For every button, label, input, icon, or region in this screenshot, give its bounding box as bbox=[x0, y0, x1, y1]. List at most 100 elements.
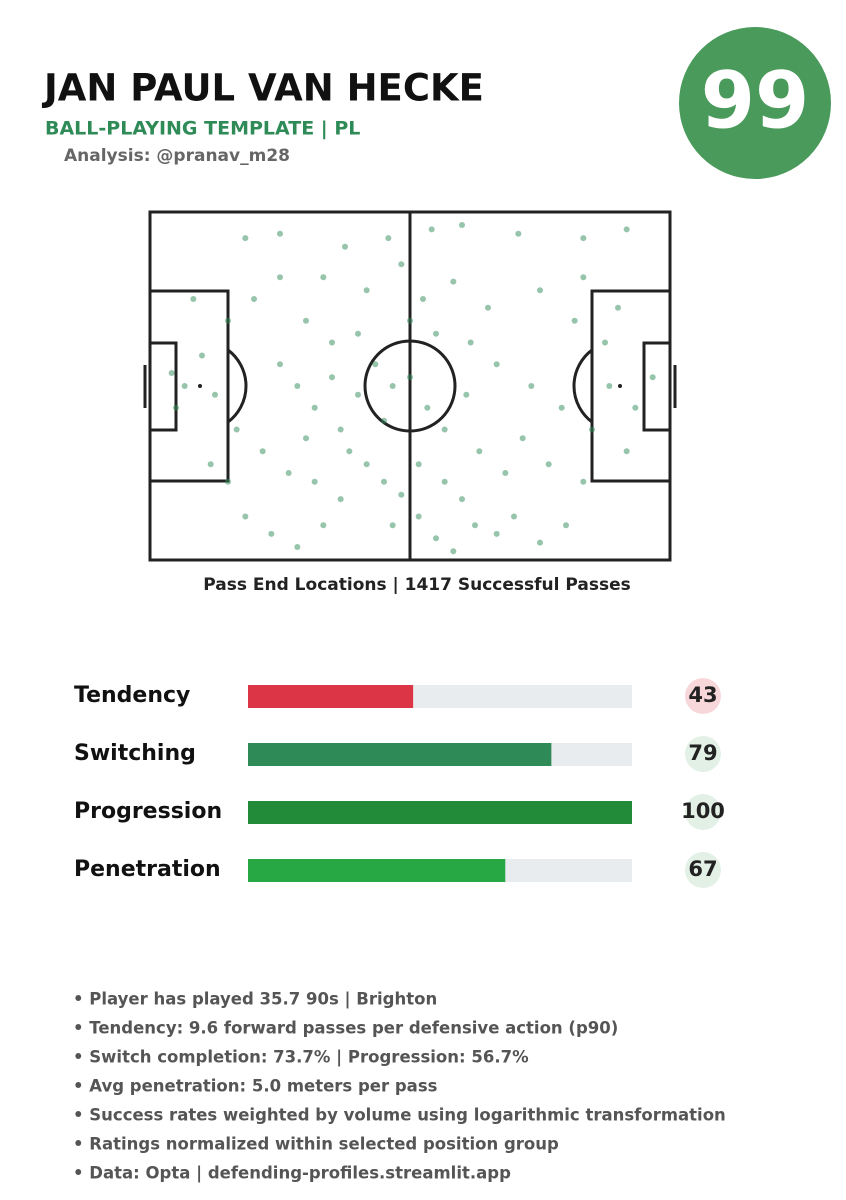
rating-label: Switching bbox=[74, 741, 196, 766]
rating-label: Penetration bbox=[74, 857, 221, 882]
note: • Tendency: 9.6 forward passes per defen… bbox=[73, 1019, 618, 1038]
bar bbox=[248, 801, 632, 824]
pass-dot bbox=[589, 426, 595, 433]
pass-dot bbox=[441, 426, 448, 433]
pass-dot bbox=[415, 461, 422, 468]
pass-dot bbox=[337, 426, 344, 433]
pass-dot bbox=[502, 470, 509, 476]
pass-dot bbox=[433, 535, 439, 542]
pass-dot bbox=[268, 530, 275, 537]
pass-dot bbox=[207, 461, 214, 468]
rating: 99 bbox=[701, 56, 810, 146]
pass-dot bbox=[363, 461, 370, 468]
pass-dot bbox=[320, 274, 327, 281]
pass-dot bbox=[385, 235, 392, 242]
pass-dot bbox=[181, 383, 188, 389]
badge bbox=[685, 794, 721, 830]
badge bbox=[685, 736, 721, 772]
pass-dot bbox=[515, 230, 522, 237]
pass-dot bbox=[242, 235, 249, 242]
pass-dot bbox=[251, 296, 257, 302]
bar bbox=[248, 685, 414, 708]
pitch bbox=[143, 210, 677, 562]
pass-dot bbox=[342, 243, 348, 250]
pass-dot bbox=[355, 330, 361, 337]
pass-dot bbox=[225, 478, 231, 485]
pass-dot bbox=[389, 522, 396, 529]
pass-dot bbox=[398, 261, 405, 268]
pass-dot bbox=[485, 304, 491, 311]
pass-dot bbox=[277, 361, 283, 368]
pass-dot bbox=[537, 287, 543, 294]
badge bbox=[685, 852, 721, 888]
pass-dot bbox=[277, 274, 283, 281]
note: • Ratings normalized within selected pos… bbox=[73, 1135, 559, 1154]
pass-dot bbox=[372, 361, 379, 368]
pass-dot bbox=[168, 369, 175, 376]
pass-dot bbox=[329, 339, 335, 346]
pass-dot bbox=[571, 317, 578, 324]
pass-dot bbox=[602, 339, 608, 346]
pass-dot bbox=[511, 513, 517, 520]
pass-dot bbox=[493, 361, 500, 368]
pass-dot bbox=[346, 448, 353, 455]
rating-value: 43 bbox=[688, 683, 717, 707]
pass-dot bbox=[472, 522, 478, 529]
pass-dot bbox=[389, 383, 396, 389]
rating-value: 100 bbox=[681, 799, 725, 823]
pass-dot bbox=[311, 478, 318, 485]
rating-circle bbox=[679, 27, 831, 179]
pass-dot bbox=[476, 448, 483, 455]
credit: Analysis: @pranav_m28 bbox=[64, 146, 290, 166]
pass-dot bbox=[493, 530, 500, 537]
note: • Success rates weighted by volume using… bbox=[73, 1106, 726, 1125]
pass-dot bbox=[363, 287, 370, 294]
badge bbox=[685, 678, 721, 714]
player-name: JAN PAUL VAN HECKE bbox=[41, 67, 484, 110]
pass-dot bbox=[407, 374, 413, 381]
pass-dot bbox=[329, 374, 335, 381]
pass-dot bbox=[190, 296, 197, 302]
pass-dot bbox=[199, 352, 205, 359]
pass-dot bbox=[580, 274, 587, 281]
note: • Avg penetration: 5.0 meters per pass bbox=[73, 1077, 438, 1096]
pass-dot bbox=[623, 448, 630, 455]
pass-dot bbox=[428, 226, 435, 233]
pass-dot bbox=[212, 391, 218, 398]
pass-dot bbox=[450, 278, 457, 285]
bar bbox=[248, 859, 506, 882]
pass-dot bbox=[519, 435, 526, 442]
pass-dot bbox=[459, 222, 465, 229]
pass-dot bbox=[420, 296, 426, 302]
pass-dot bbox=[311, 404, 318, 411]
pitch-caption: Pass End Locations | 1417 Successful Pas… bbox=[203, 575, 631, 595]
note: • Switch completion: 73.7% | Progression… bbox=[73, 1048, 529, 1068]
pass-dot bbox=[459, 496, 465, 503]
note: • Data: Opta | defending-profiles.stream… bbox=[73, 1164, 511, 1184]
pass-dot bbox=[320, 522, 327, 529]
pass-dot bbox=[649, 374, 656, 381]
pass-dot bbox=[233, 426, 240, 433]
pass-dot bbox=[242, 513, 249, 520]
pass-dot bbox=[463, 391, 470, 398]
template: BALL-PLAYING TEMPLATE | PL bbox=[45, 118, 360, 140]
pass-dot bbox=[355, 391, 361, 398]
rating-value: 79 bbox=[688, 741, 717, 765]
pass-dot bbox=[381, 417, 387, 424]
rating-label: Tendency bbox=[74, 683, 190, 708]
pass-dot bbox=[407, 317, 413, 324]
pass-dot bbox=[623, 226, 630, 233]
pass-dot bbox=[415, 513, 422, 520]
pass-dot bbox=[558, 404, 565, 411]
pass-dot bbox=[381, 478, 387, 485]
pass-dot bbox=[173, 404, 179, 411]
pass-dot bbox=[294, 383, 301, 389]
pass-dot bbox=[225, 317, 231, 324]
pass-dot bbox=[337, 496, 344, 503]
rating-value: 67 bbox=[688, 857, 717, 881]
pass-dot bbox=[580, 478, 587, 485]
pass-dot bbox=[441, 478, 448, 485]
pass-dot bbox=[433, 330, 439, 337]
pass-dot bbox=[580, 235, 587, 242]
